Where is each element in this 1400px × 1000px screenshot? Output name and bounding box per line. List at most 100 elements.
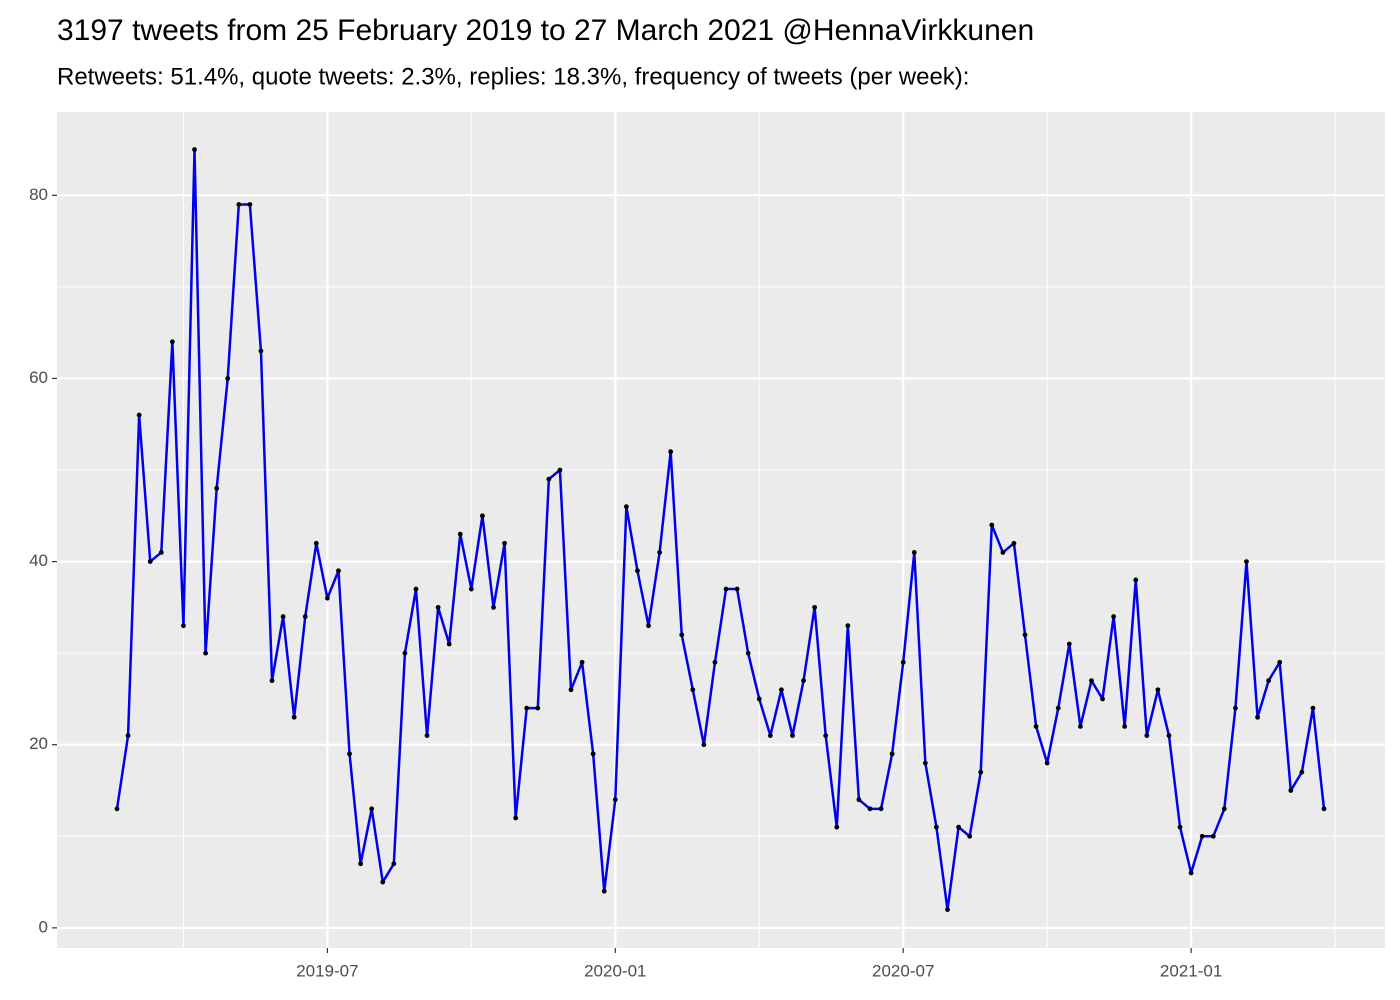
data-point	[1288, 788, 1294, 793]
data-point	[635, 568, 640, 574]
data-point	[502, 540, 507, 546]
data-point	[568, 687, 574, 693]
data-point	[535, 705, 541, 711]
data-point	[313, 540, 319, 546]
data-point	[1000, 550, 1006, 555]
data-point	[812, 604, 818, 610]
data-point	[491, 604, 496, 610]
data-point	[1255, 714, 1260, 720]
data-point	[380, 879, 386, 885]
data-point	[269, 678, 275, 684]
data-point	[347, 751, 352, 757]
data-point	[679, 632, 685, 638]
x-tick-label: 2020-07	[872, 961, 934, 980]
data-point	[1100, 696, 1105, 702]
data-point	[291, 714, 297, 720]
data-point	[258, 348, 264, 354]
data-point	[247, 202, 253, 207]
data-point	[1166, 733, 1172, 738]
data-point	[324, 595, 330, 601]
data-point	[1022, 632, 1028, 638]
data-point	[181, 623, 186, 629]
data-point	[945, 907, 950, 912]
data-point	[524, 705, 530, 711]
data-point	[280, 614, 286, 619]
data-point	[956, 824, 961, 830]
data-point	[468, 586, 474, 592]
data-point	[1310, 705, 1316, 711]
data-point	[1266, 678, 1272, 684]
data-point	[1233, 705, 1238, 711]
data-point	[192, 147, 197, 152]
data-point	[646, 623, 651, 629]
data-point	[756, 696, 762, 702]
data-point	[867, 806, 873, 812]
data-point	[158, 550, 164, 555]
data-point	[369, 806, 375, 812]
data-point	[1089, 678, 1094, 684]
x-tick-label: 2021-01	[1160, 961, 1222, 980]
data-point	[446, 641, 452, 647]
plot-panel	[57, 112, 1385, 948]
data-point	[136, 412, 142, 418]
chart-subtitle: Retweets: 51.4%, quote tweets: 2.3%, rep…	[57, 63, 969, 90]
data-point	[147, 559, 153, 564]
data-point	[734, 586, 740, 592]
data-point	[402, 650, 408, 656]
data-point	[1011, 540, 1017, 546]
y-tick-label: 0	[39, 917, 48, 936]
data-point	[579, 659, 585, 665]
data-point	[1277, 659, 1283, 665]
data-point	[834, 824, 840, 830]
data-point	[612, 797, 618, 803]
data-point	[480, 513, 485, 519]
data-point	[1221, 806, 1227, 812]
data-point	[845, 623, 851, 629]
data-point	[657, 550, 662, 555]
data-point	[745, 650, 751, 656]
data-point	[1033, 724, 1039, 729]
data-point	[1133, 577, 1139, 583]
data-point	[723, 586, 729, 592]
data-point	[125, 733, 131, 738]
data-point	[989, 522, 995, 528]
y-tick-label: 80	[29, 185, 48, 204]
data-point	[114, 806, 120, 812]
data-point	[668, 449, 674, 455]
data-point	[1321, 806, 1327, 812]
data-point	[934, 824, 939, 830]
data-point	[978, 769, 984, 775]
data-point	[457, 531, 463, 537]
data-point	[922, 760, 928, 766]
data-point	[623, 504, 629, 510]
data-point	[391, 861, 397, 867]
data-point	[967, 833, 973, 839]
data-point	[1199, 833, 1205, 839]
data-point	[889, 751, 895, 757]
data-point	[790, 733, 795, 738]
data-point	[1044, 760, 1050, 766]
data-point	[1188, 870, 1194, 876]
data-point	[1177, 824, 1183, 830]
chart-title: 3197 tweets from 25 February 2019 to 27 …	[57, 14, 1034, 47]
data-point	[236, 202, 242, 207]
data-point	[424, 733, 430, 738]
data-point	[1144, 733, 1150, 738]
data-point	[801, 678, 806, 684]
data-point	[1299, 769, 1305, 775]
data-point	[435, 604, 441, 610]
data-point	[878, 806, 884, 812]
data-point	[712, 659, 718, 665]
data-point	[701, 742, 707, 748]
data-point	[1155, 687, 1161, 693]
data-point	[767, 733, 773, 738]
y-tick-label: 20	[29, 734, 48, 753]
data-point	[169, 339, 175, 345]
data-point	[590, 751, 596, 757]
data-point	[1066, 641, 1072, 647]
data-point	[911, 550, 917, 555]
data-point	[302, 614, 308, 619]
x-tick-label: 2019-07	[296, 961, 358, 980]
data-point	[413, 586, 419, 592]
